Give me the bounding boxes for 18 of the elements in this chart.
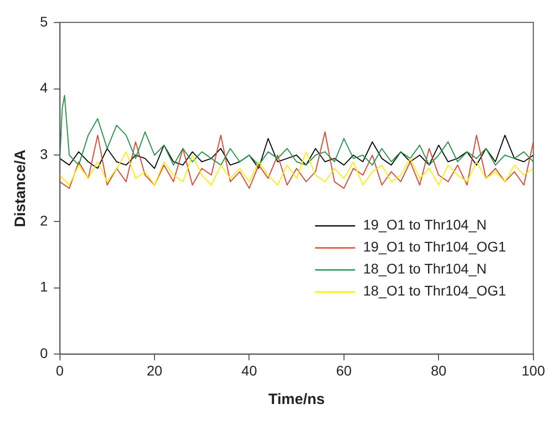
x-tick-label: 60 bbox=[336, 362, 352, 378]
y-tick-label: 0 bbox=[40, 345, 48, 362]
y-axis-title: Distance/A bbox=[12, 149, 30, 228]
legend-label: 18_O1 to Thr104_OG1 bbox=[363, 282, 506, 299]
x-tick-label: 40 bbox=[241, 362, 258, 378]
x-tick-label: 20 bbox=[146, 362, 162, 378]
legend-label: 18_O1 to Thr104_N bbox=[363, 260, 487, 277]
y-tick-label: 3 bbox=[40, 146, 48, 162]
x-tick-label: 80 bbox=[430, 362, 447, 378]
y-tick-label: 1 bbox=[40, 278, 48, 295]
x-tick-label: 0 bbox=[56, 362, 64, 378]
x-axis-title: Time/ns bbox=[268, 391, 325, 408]
legend-label: 19_O1 to Thr104_N bbox=[363, 216, 487, 233]
y-tick-label: 2 bbox=[40, 212, 48, 228]
y-tick-label: 5 bbox=[40, 13, 48, 30]
legend-label: 19_O1 to Thr104_OG1 bbox=[363, 238, 506, 255]
y-tick-label: 4 bbox=[40, 80, 48, 96]
x-tick-label: 100 bbox=[522, 362, 546, 378]
